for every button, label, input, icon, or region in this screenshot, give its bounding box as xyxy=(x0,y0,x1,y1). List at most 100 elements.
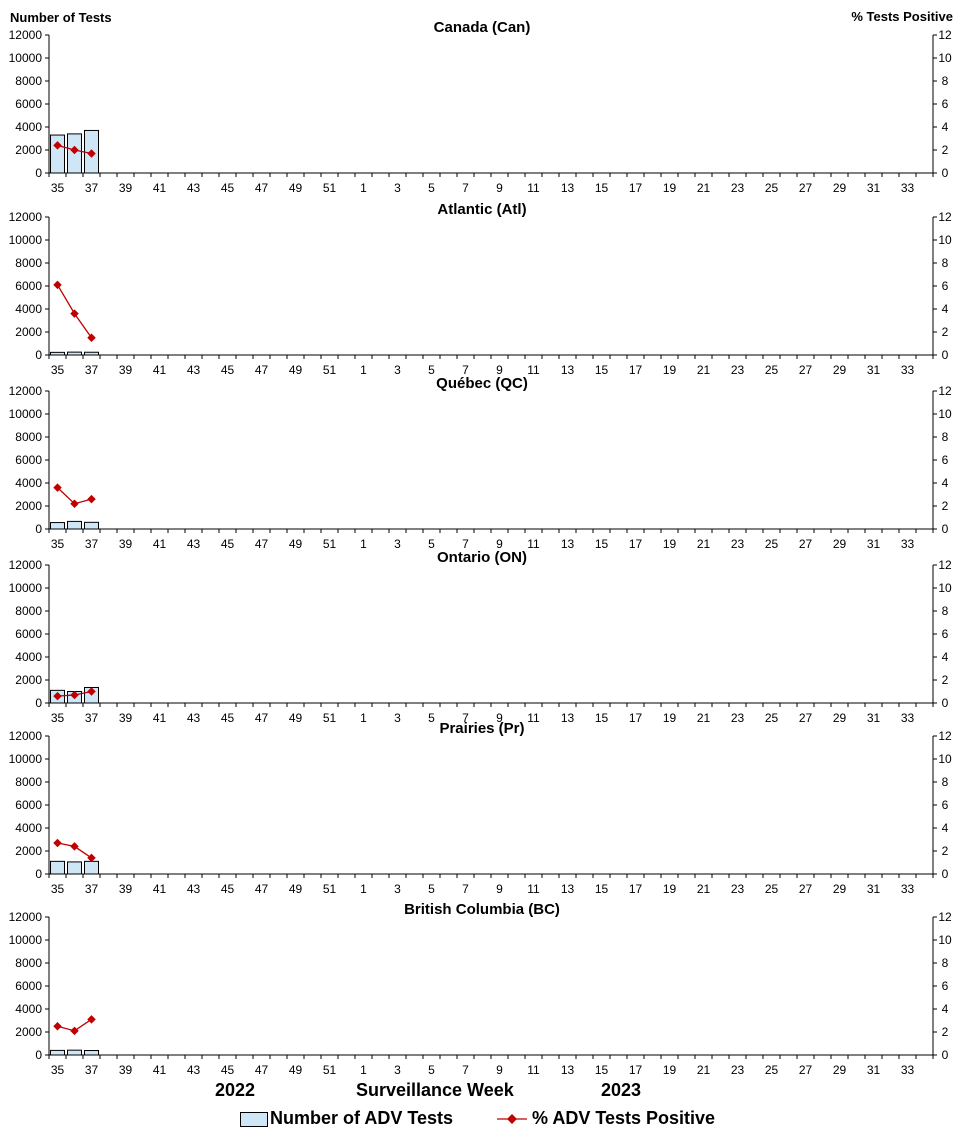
left-tick-label: 10000 xyxy=(9,407,43,421)
x-tick-label: 25 xyxy=(765,537,779,551)
x-tick-label: 21 xyxy=(697,882,711,896)
left-tick-label: 0 xyxy=(35,867,42,881)
x-tick-label: 25 xyxy=(765,363,779,377)
bar xyxy=(84,1050,99,1056)
x-tick-label: 17 xyxy=(629,181,643,195)
left-tick-label: 6000 xyxy=(15,453,42,467)
x-tick-label: 41 xyxy=(153,537,167,551)
x-tick-label: 25 xyxy=(765,882,779,896)
left-tick-label: 10000 xyxy=(9,233,43,247)
x-tick-label: 11 xyxy=(527,711,540,725)
x-tick-label: 1 xyxy=(360,537,367,551)
x-tick-label: 27 xyxy=(799,882,813,896)
x-tick-label: 19 xyxy=(663,882,677,896)
legend-bars-label: Number of ADV Tests xyxy=(270,1108,454,1128)
x-tick-label: 33 xyxy=(901,711,915,725)
bar xyxy=(84,521,99,530)
x-tick-label: 45 xyxy=(221,711,235,725)
x-tick-label: 33 xyxy=(901,1063,915,1077)
x-tick-label: 35 xyxy=(51,882,65,896)
bar xyxy=(50,860,65,875)
x-tick-label: 19 xyxy=(663,363,677,377)
x-tick-label: 15 xyxy=(595,181,609,195)
line-point xyxy=(70,842,79,851)
line-point xyxy=(70,1026,79,1036)
x-tick-label: 23 xyxy=(731,711,745,725)
x-tick-label: 49 xyxy=(289,1063,303,1077)
x-tick-label: 7 xyxy=(462,363,469,377)
x-tick-label: 31 xyxy=(867,1063,881,1077)
x-tick-label: 3 xyxy=(394,711,401,725)
x-tick-label: 43 xyxy=(187,537,201,551)
x-tick-label: 37 xyxy=(85,537,99,551)
x-tick-label: 29 xyxy=(833,1063,847,1077)
left-tick-label: 12000 xyxy=(9,28,43,42)
x-tick-label: 13 xyxy=(561,181,575,195)
right-tick-label: 4 xyxy=(942,650,949,664)
x-tick-label: 35 xyxy=(51,363,65,377)
right-tick-label: 4 xyxy=(942,302,949,316)
legend-bar-swatch xyxy=(240,1112,268,1127)
x-tick-label: 47 xyxy=(255,711,269,725)
left-tick-label: 4000 xyxy=(15,476,42,490)
right-tick-label: 12 xyxy=(938,28,952,42)
right-tick-label: 4 xyxy=(942,476,949,490)
left-tick-label: 6000 xyxy=(15,279,42,293)
left-tick-label: 12000 xyxy=(9,910,43,924)
x-tick-label: 27 xyxy=(799,537,813,551)
right-tick-label: 10 xyxy=(938,752,952,766)
left-tick-label: 2000 xyxy=(15,1025,42,1039)
line-point xyxy=(87,1015,96,1024)
left-tick-label: 12000 xyxy=(9,729,43,743)
x-tick-label: 45 xyxy=(221,882,235,896)
x-tick-label: 1 xyxy=(360,882,367,896)
right-tick-label: 0 xyxy=(942,348,949,362)
left-tick-label: 8000 xyxy=(15,74,42,88)
right-tick-label: 8 xyxy=(942,430,949,444)
left-tick-label: 2000 xyxy=(15,844,42,858)
left-tick-label: 6000 xyxy=(15,97,42,111)
x-tick-label: 11 xyxy=(527,181,540,195)
right-tick-label: 2 xyxy=(942,1025,949,1039)
right-tick-label: 8 xyxy=(942,775,949,789)
x-tick-label: 39 xyxy=(119,537,133,551)
x-tick-label: 15 xyxy=(595,363,609,377)
x-tick-label: 51 xyxy=(323,537,337,551)
x-tick-label: 5 xyxy=(428,363,435,377)
x-tick-label: 1 xyxy=(360,181,367,195)
x-tick-label: 49 xyxy=(289,363,303,377)
panel-title: Ontario (ON) xyxy=(437,549,527,566)
right-tick-label: 2 xyxy=(942,499,949,513)
x-tick-label: 41 xyxy=(153,181,167,195)
left-tick-label: 12000 xyxy=(9,558,43,572)
x-tick-label: 21 xyxy=(697,1063,711,1077)
line-point xyxy=(53,141,62,150)
right-tick-label: 0 xyxy=(942,1048,949,1062)
x-tick-label: 31 xyxy=(867,882,881,896)
x-tick-label: 35 xyxy=(51,711,65,725)
x-tick-label: 23 xyxy=(731,1063,745,1077)
x-tick-label: 15 xyxy=(595,1063,609,1077)
x-tick-label: 19 xyxy=(663,1063,677,1077)
x-tick-label: 49 xyxy=(289,711,303,725)
x-tick-label: 39 xyxy=(119,1063,133,1077)
x-tick-label: 15 xyxy=(595,882,609,896)
left-tick-label: 2000 xyxy=(15,143,42,157)
left-tick-label: 8000 xyxy=(15,956,42,970)
left-tick-label: 8000 xyxy=(15,775,42,789)
x-tick-label: 23 xyxy=(731,882,745,896)
x-tick-label: 43 xyxy=(187,1063,201,1077)
right-tick-label: 6 xyxy=(942,979,949,993)
bar xyxy=(67,351,82,356)
right-tick-label: 12 xyxy=(938,210,952,224)
right-tick-label: 12 xyxy=(938,910,952,924)
x-tick-label: 1 xyxy=(360,711,367,725)
line-point xyxy=(70,309,79,318)
x-tick-label: 21 xyxy=(697,363,711,377)
x-tick-label: 41 xyxy=(153,882,167,896)
bar xyxy=(50,134,65,174)
right-tick-label: 2 xyxy=(942,673,949,687)
legend-line-label: % ADV Tests Positive xyxy=(532,1108,716,1128)
left-tick-label: 6000 xyxy=(15,979,42,993)
